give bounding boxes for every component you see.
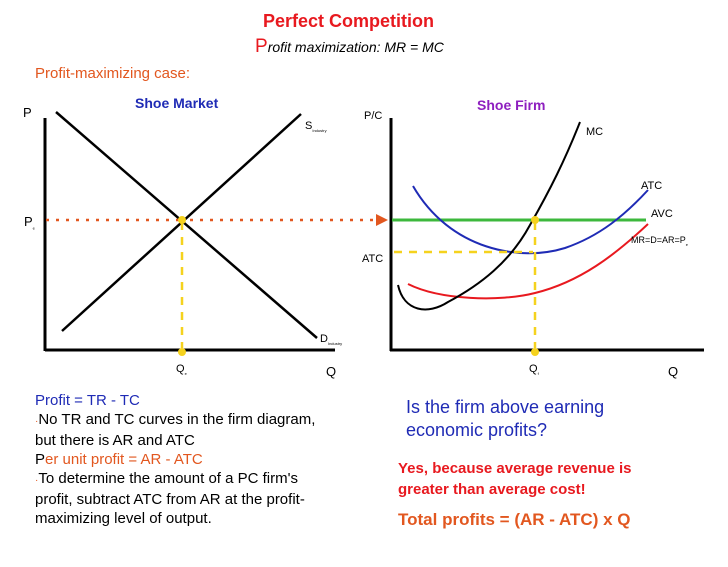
firm-qty-label: Qf bbox=[529, 363, 539, 376]
firm-qty-letter: Q bbox=[529, 363, 538, 375]
mr-sub: e bbox=[685, 241, 689, 247]
question-block: Is the firm above earning economic profi… bbox=[406, 396, 604, 442]
mr-text: MR=D=AR=P bbox=[631, 235, 686, 245]
case-label: Profit-maximizing case: bbox=[35, 65, 191, 82]
answer-line-1: Yes, because average revenue is bbox=[398, 460, 632, 477]
firm-quantity-point bbox=[531, 348, 539, 356]
mc-curve bbox=[397, 121, 581, 311]
market-q-axis-label: Q bbox=[326, 364, 337, 379]
profit-max-point bbox=[531, 216, 539, 224]
firm-pc-axis-label: P/C bbox=[364, 110, 383, 122]
market-qty-label: Qe bbox=[176, 363, 187, 376]
firm-q-axis-label: Q bbox=[668, 364, 679, 379]
price-transfer-arrowhead bbox=[376, 214, 388, 226]
market-price-sub: e bbox=[32, 225, 35, 231]
firm-qty-sub: f bbox=[537, 371, 539, 377]
demand-label: DIndustry bbox=[320, 333, 342, 346]
demand-letter: D bbox=[320, 333, 328, 345]
bullet-dot: · bbox=[35, 416, 39, 427]
demand-sub: Industry bbox=[327, 341, 343, 347]
note-maximizing: maximizing level of output. bbox=[35, 510, 212, 527]
supply-label: SIndustry bbox=[305, 120, 327, 133]
firm-title: Shoe Firm bbox=[477, 97, 546, 113]
market-price-label: Pe bbox=[24, 214, 35, 231]
page-title: Perfect Competition bbox=[263, 11, 435, 31]
atc-curve bbox=[412, 185, 649, 255]
profit-formula: Profit = TR - TC bbox=[35, 392, 140, 409]
market-qty-letter: Q bbox=[176, 363, 185, 375]
demand-curve bbox=[55, 111, 318, 339]
note-no-tr-tc-text: No TR and TC curves in the firm diagram, bbox=[38, 411, 316, 428]
note-subtract: profit, subtract ATC from AR at the prof… bbox=[35, 491, 305, 508]
market-title: Shoe Market bbox=[135, 95, 219, 111]
answer-block: Yes, because average revenue is greater … bbox=[398, 458, 632, 500]
per-unit-initial: P bbox=[35, 451, 46, 468]
note-no-tr-tc: ·No TR and TC curves in the firm diagram… bbox=[35, 410, 315, 431]
note-ar-atc: but there is AR and ATC bbox=[35, 432, 195, 449]
bullet-dot: · bbox=[35, 475, 39, 486]
page-subtitle: Profit maximization: MR = MC bbox=[255, 36, 444, 58]
question-line-1: Is the firm above earning bbox=[406, 397, 605, 417]
market-price-letter: P bbox=[24, 214, 33, 229]
market-qty-sub: e bbox=[184, 371, 187, 377]
atc-level-label: ATC bbox=[362, 253, 384, 265]
answer-line-2: greater than average cost! bbox=[398, 481, 586, 498]
question-line-2: economic profits? bbox=[406, 420, 548, 440]
atc-curve-label: ATC bbox=[641, 180, 663, 192]
per-unit-rest: er unit profit = AR - ATC bbox=[45, 451, 203, 468]
avc-label: AVC bbox=[651, 208, 673, 220]
supply-sub: Industry bbox=[312, 128, 327, 134]
market-quantity-point bbox=[178, 348, 186, 356]
notes-block: Profit = TR - TC ·No TR and TC curves in… bbox=[35, 391, 315, 528]
market-p-axis-label: P bbox=[23, 105, 32, 120]
total-profits-formula: Total profits = (AR - ATC) x Q bbox=[398, 510, 631, 529]
per-unit-profit: Per unit profit = AR - ATC bbox=[35, 450, 315, 469]
equilibrium-point bbox=[178, 216, 186, 224]
avc-curve bbox=[407, 223, 649, 300]
subtitle-initial: P bbox=[255, 36, 268, 57]
note-determine: ·To determine the amount of a PC firm's bbox=[35, 469, 315, 490]
supply-letter: S bbox=[305, 120, 313, 132]
subtitle-rest: rofit maximization: MR = MC bbox=[267, 39, 444, 55]
note-determine-text: To determine the amount of a PC firm's bbox=[38, 470, 298, 487]
mr-label: MR=D=AR=Pe bbox=[631, 235, 688, 247]
mc-label: MC bbox=[586, 126, 604, 138]
